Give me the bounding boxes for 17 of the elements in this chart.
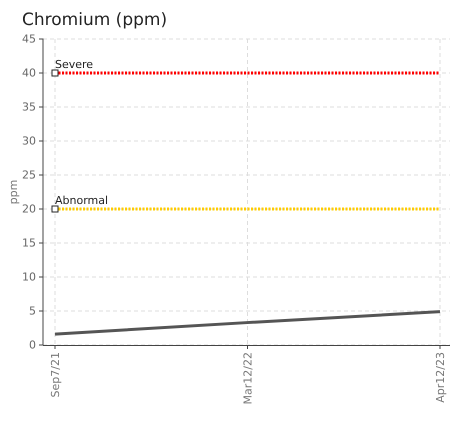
y-tick-label: 20 xyxy=(22,202,36,216)
y-tick-label: 5 xyxy=(29,304,36,318)
ref-line-label: Severe xyxy=(55,58,94,71)
x-tick-label: Mar12/22 xyxy=(241,352,254,404)
y-tick-label: 10 xyxy=(22,270,36,284)
y-tick-label: 30 xyxy=(22,134,36,148)
y-tick-label: 45 xyxy=(22,32,36,46)
y-axis-title: ppm xyxy=(7,180,20,204)
y-tick-label: 0 xyxy=(29,338,36,352)
x-tick-label: Apr12/23 xyxy=(434,352,447,403)
y-tick-label: 15 xyxy=(22,236,36,250)
y-tick-label: 35 xyxy=(22,100,36,114)
y-tick-label: 40 xyxy=(22,66,36,80)
x-tick-label: Sep7/21 xyxy=(48,352,62,398)
ref-line-label: Abnormal xyxy=(55,194,108,207)
y-tick-label: 25 xyxy=(22,168,36,182)
chart-title: Chromium (ppm) xyxy=(22,10,168,30)
